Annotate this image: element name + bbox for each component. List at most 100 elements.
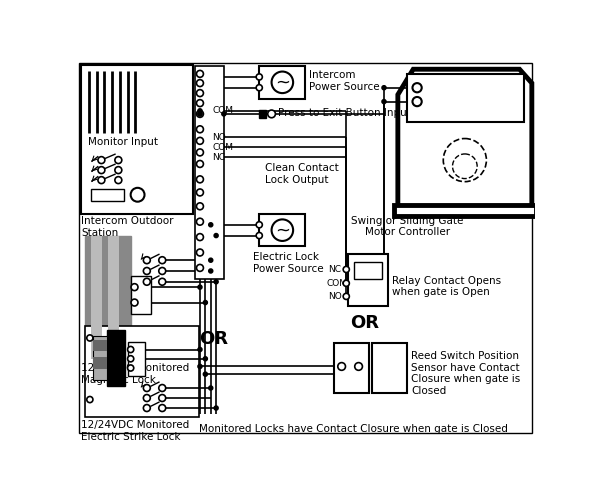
Circle shape — [343, 280, 349, 286]
Circle shape — [214, 280, 218, 283]
Circle shape — [272, 72, 293, 93]
Bar — [354, 262, 381, 278]
Circle shape — [203, 372, 207, 376]
Text: Press to Exit Button Input: Press to Exit Button Input — [278, 108, 411, 118]
Bar — [91, 190, 124, 201]
Circle shape — [197, 100, 203, 106]
Circle shape — [131, 299, 138, 306]
Text: Monitor Input: Monitor Input — [88, 137, 159, 147]
Bar — [334, 344, 370, 394]
Circle shape — [198, 109, 202, 112]
Circle shape — [214, 234, 218, 237]
Circle shape — [144, 384, 150, 392]
Circle shape — [443, 138, 486, 182]
Text: Swing or Sliding Gate
Motor Controller: Swing or Sliding Gate Motor Controller — [351, 216, 463, 237]
Circle shape — [256, 222, 262, 228]
Circle shape — [382, 100, 386, 103]
Text: NC: NC — [212, 152, 225, 162]
Circle shape — [256, 84, 262, 91]
Bar — [195, 66, 224, 280]
Circle shape — [144, 278, 150, 285]
Circle shape — [197, 189, 203, 196]
Circle shape — [198, 364, 202, 368]
Circle shape — [128, 346, 134, 352]
Circle shape — [452, 154, 477, 178]
Text: COM: COM — [212, 142, 233, 152]
Circle shape — [197, 149, 203, 156]
Circle shape — [197, 70, 203, 78]
Circle shape — [144, 268, 150, 274]
Circle shape — [203, 357, 207, 360]
Circle shape — [197, 203, 203, 210]
Bar — [93, 336, 107, 380]
Bar — [407, 74, 524, 122]
Text: NO: NO — [328, 292, 342, 301]
Circle shape — [115, 166, 122, 173]
Text: Clean Contact
Lock Output: Clean Contact Lock Output — [265, 163, 339, 185]
Circle shape — [197, 160, 203, 168]
Text: Open Indicator
or Light Output: Open Indicator or Light Output — [426, 82, 506, 103]
Circle shape — [343, 266, 349, 272]
Circle shape — [209, 386, 213, 390]
Circle shape — [159, 404, 166, 411]
Circle shape — [128, 365, 134, 371]
Circle shape — [355, 362, 362, 370]
Circle shape — [198, 348, 202, 352]
Bar — [82, 66, 193, 214]
Circle shape — [197, 218, 203, 225]
Circle shape — [131, 284, 138, 290]
Circle shape — [159, 278, 166, 285]
Circle shape — [203, 300, 207, 304]
Circle shape — [198, 285, 202, 289]
Bar — [93, 357, 107, 369]
Text: ~: ~ — [275, 74, 290, 92]
Bar — [85, 326, 199, 418]
Bar — [348, 254, 388, 306]
Circle shape — [343, 294, 349, 300]
Circle shape — [209, 258, 213, 262]
Bar — [85, 236, 132, 359]
Circle shape — [98, 176, 105, 184]
Bar — [372, 344, 407, 394]
Circle shape — [98, 156, 105, 164]
Circle shape — [128, 356, 134, 362]
Circle shape — [197, 126, 203, 133]
Bar — [259, 214, 305, 246]
Text: Intercom Outdoor
Station: Intercom Outdoor Station — [82, 216, 174, 238]
Text: OR: OR — [199, 330, 228, 347]
Circle shape — [87, 396, 93, 402]
Circle shape — [197, 249, 203, 256]
Circle shape — [144, 256, 150, 264]
Circle shape — [87, 335, 93, 341]
Text: Monitored Locks have Contact Closure when gate is Closed: Monitored Locks have Contact Closure whe… — [199, 424, 508, 434]
Circle shape — [197, 264, 203, 272]
Text: Electric Lock
Power Source: Electric Lock Power Source — [253, 252, 324, 274]
Circle shape — [198, 112, 202, 116]
Bar — [259, 110, 266, 118]
Text: Relay Contact Opens
when gate is Open: Relay Contact Opens when gate is Open — [392, 276, 501, 297]
Circle shape — [197, 110, 203, 117]
Text: Intercom
Power Source: Intercom Power Source — [309, 70, 380, 92]
Circle shape — [268, 110, 275, 118]
Text: 12/24VDC Monitored
Magnetic Lock: 12/24VDC Monitored Magnetic Lock — [82, 364, 190, 385]
Bar — [108, 236, 119, 359]
Text: NC: NC — [328, 265, 342, 274]
Text: COM: COM — [326, 279, 347, 288]
Bar — [107, 330, 125, 386]
Circle shape — [214, 406, 218, 410]
Circle shape — [159, 394, 166, 402]
Text: OR: OR — [350, 314, 379, 332]
Circle shape — [412, 97, 422, 106]
Text: ~: ~ — [275, 221, 290, 239]
Circle shape — [115, 156, 122, 164]
Circle shape — [272, 220, 293, 241]
Circle shape — [256, 232, 262, 238]
Circle shape — [209, 223, 213, 226]
Text: NO: NO — [212, 132, 226, 141]
Circle shape — [131, 188, 144, 202]
Bar — [91, 236, 102, 359]
Circle shape — [209, 269, 213, 273]
Circle shape — [98, 166, 105, 173]
Text: COM: COM — [212, 106, 233, 116]
Circle shape — [144, 404, 150, 411]
